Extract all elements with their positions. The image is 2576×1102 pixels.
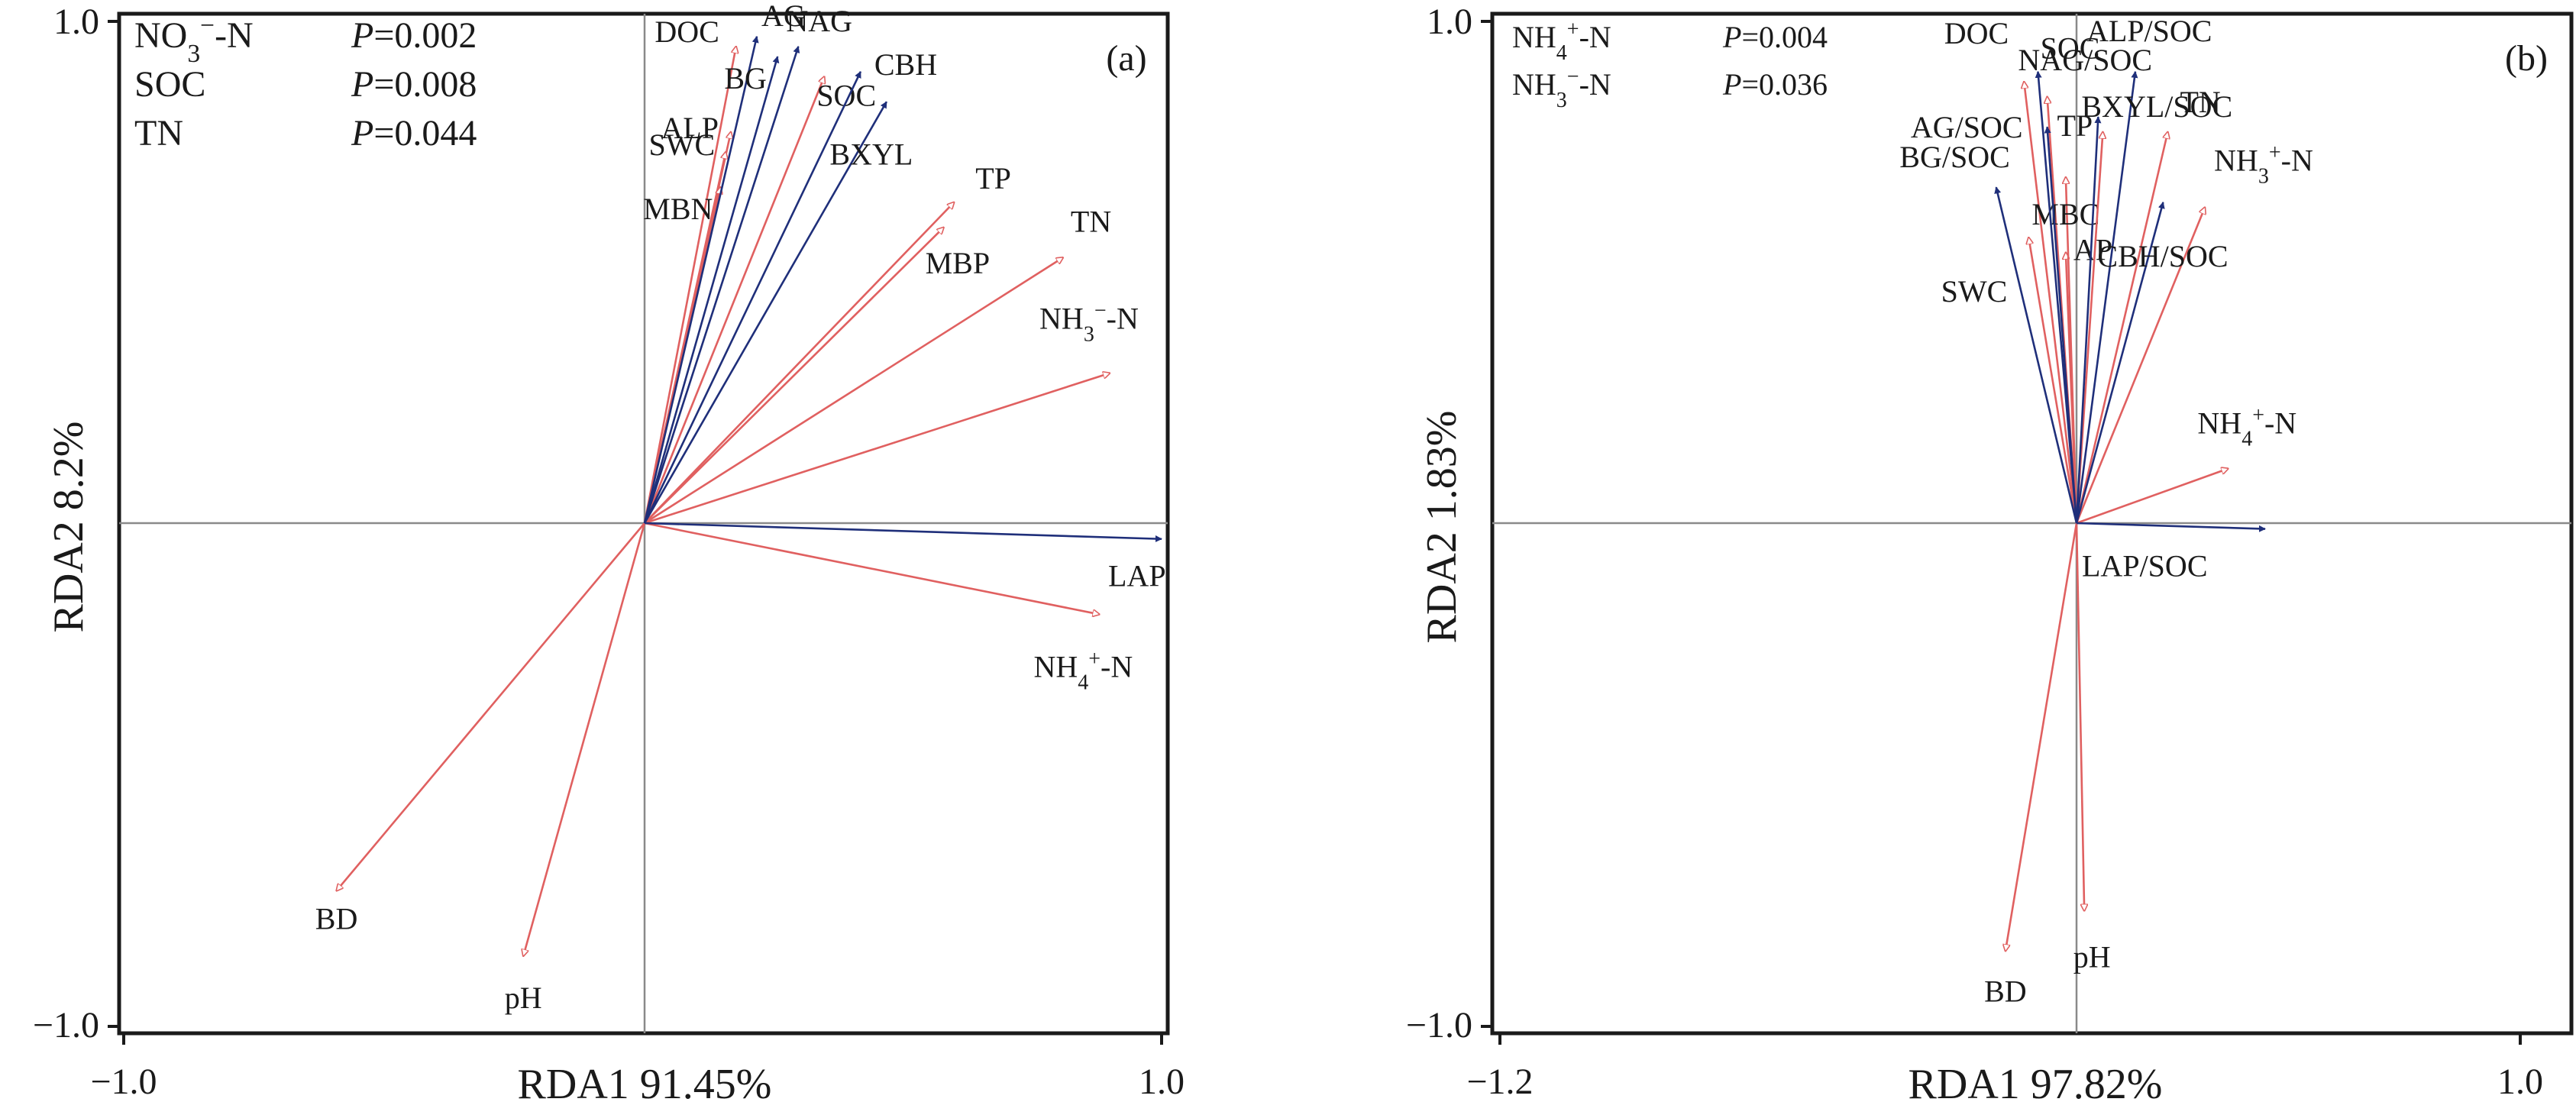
panel-b-enzyme-label-alp-per-soc: ALP/SOC	[2086, 14, 2212, 48]
panel-a-stat-variable-no3minus-n: NO3−-N	[134, 11, 254, 68]
panel-b-env-vector-doc	[2024, 82, 2078, 524]
panel-a-env-vector-nh4plus-n	[644, 522, 1099, 614]
panel-a-env-vector-tn	[644, 257, 1063, 525]
panel-a-stat-p-tn: P=0.044	[351, 113, 477, 154]
panel-b-ytick-label-bottom: −1.0	[1406, 1005, 1472, 1045]
panel-a-enzyme-label-ag: AG	[761, 0, 806, 33]
panel-b-env-vector-nh4plus-n	[2076, 469, 2228, 525]
panel-a-env-label-mbp: MBP	[926, 246, 991, 280]
panel-a-env-label-nh3minus-n: NH3−-N	[1039, 299, 1139, 346]
panel-b-stat-variable-nh3minus-n: NH3−-N	[1512, 65, 1611, 112]
panel-b-x-axis-title: RDA1 97.82%	[1909, 1061, 2163, 1102]
panel-a-env-label-doc: DOC	[655, 15, 719, 49]
panel-b-enzyme-vector-alp-per-soc	[2075, 70, 2138, 524]
panel-b-env-vector-nh3plus-n	[2075, 207, 2205, 524]
panel-b-stat-variable-nh4plus-n: NH4+-N	[1512, 18, 1611, 65]
panel-a-enzyme-vector-nag	[643, 46, 800, 524]
panel-b-y-axis-title: RDA2 1.83%	[1418, 411, 1466, 644]
panel-b-env-label-tn: TN	[2180, 85, 2220, 119]
panel-b-env-vector-bd	[2006, 522, 2078, 951]
panel-a-enzyme-label-bxyl: BXYL	[829, 137, 913, 171]
panel-b-enzyme-label-cbh-per-soc: CBH/SOC	[2097, 239, 2228, 273]
panel-b-env-label-doc: DOC	[1944, 16, 2009, 50]
panel-b-label: (b)	[2505, 38, 2548, 79]
panel-a-env-label-alp: ALP	[661, 111, 719, 145]
panel-a: −1.0 1.0 1.0 −1.0 RDA1 91.45% RDA2 8.2% …	[33, 0, 1185, 1102]
panel-b-ytick-label-top: 1.0	[1427, 2, 1472, 42]
panel-b-enzyme-label-nag-per-soc: NAG/SOC	[2018, 43, 2152, 77]
panel-b-env-label-tp: TP	[2057, 108, 2093, 143]
panel-a-env-vector-soc	[643, 76, 824, 524]
panel-a-enzyme-label-cbh: CBH	[874, 47, 937, 82]
panel-a-env-label-swc: SWC	[649, 128, 716, 162]
panel-b-enzyme-label-bg-per-soc: BG/SOC	[1899, 140, 2010, 174]
panel-a-enzyme-label-lap: LAP	[1108, 559, 1166, 593]
panel-a-stat-variable-tn: TN	[134, 113, 183, 154]
panel-b-enzyme-label-lap-per-soc: LAP/SOC	[2082, 549, 2208, 583]
panel-b-env-label-bd: BD	[1984, 974, 2027, 1008]
panel-a-stat-p-soc: P=0.008	[351, 64, 477, 105]
panel-b-env-label-nh3plus-n: NH3+-N	[2214, 141, 2313, 188]
panel-a-env-label-mbn: MBN	[643, 192, 713, 226]
panel-b-stat-p-nh3minus-n: P=0.036	[1722, 67, 1828, 102]
panel-a-xtick-label-left: −1.0	[90, 1062, 157, 1102]
panel-b-enzyme-label-ag-per-soc: AG/SOC	[1911, 110, 2023, 144]
panel-b-enzyme-vector-nag-per-soc	[2035, 70, 2078, 524]
panel-b-env-label-ph: pH	[2073, 940, 2111, 974]
panel-b-stat-p-nh4plus-n: P=0.004	[1722, 20, 1828, 54]
panel-a-enzyme-label-bg: BG	[724, 61, 767, 95]
panel-a-env-vector-doc	[643, 47, 736, 524]
panel-b-env-vector-swc	[2028, 238, 2078, 524]
panel-a-env-vector-mbp	[644, 228, 944, 524]
panel-a-xtick-label-right: 1.0	[1139, 1062, 1185, 1102]
panel-a-env-vector-tp	[644, 202, 954, 524]
panel-a-env-label-tp: TP	[975, 161, 1011, 196]
panel-a-ytick-label-top: 1.0	[53, 2, 99, 42]
panel-b-xtick-label-left: −1.2	[1466, 1062, 1533, 1102]
panel-a-env-vector-ph	[523, 522, 646, 956]
panel-a-env-label-soc: SOC	[816, 78, 876, 112]
panel-b-env-label-swc: SWC	[1941, 274, 2008, 309]
panel-a-stat-variable-soc: SOC	[134, 64, 205, 105]
panel-a-enzyme-vector-cbh	[643, 70, 862, 524]
panel-a-y-axis-title: RDA2 8.2%	[45, 422, 92, 633]
panel-b-enzyme-label-bxyl-per-soc: BXYL/SOC	[2081, 89, 2232, 124]
panel-b-env-label-nh4plus-n: NH4+-N	[2197, 403, 2296, 451]
panel-b-enzyme-vector-lap-per-soc	[2076, 522, 2266, 532]
panel-a-env-label-tn: TN	[1071, 204, 1111, 238]
panel-a-x-axis-title: RDA1 91.45%	[518, 1061, 772, 1102]
panel-b: −1.2 1.0 1.0 −1.0 RDA1 97.82% RDA2 1.83%…	[1406, 2, 2574, 1102]
panel-b-env-vector-tn	[2075, 132, 2167, 524]
panel-a-enzyme-vector-ag	[643, 35, 759, 524]
panel-a-stat-p-no3minus-n: P=0.002	[351, 15, 477, 56]
panel-b-xtick-label-right: 1.0	[2497, 1062, 2543, 1102]
panel-a-env-label-nh4plus-n: NH4+-N	[1033, 647, 1133, 694]
panel-b-env-vector-ph	[2075, 522, 2084, 911]
panel-a-env-vector-bd	[337, 522, 645, 890]
panel-b-enzyme-vector-cbh-per-soc	[2075, 202, 2165, 524]
panel-a-env-label-ph: pH	[505, 981, 542, 1015]
panel-a-enzyme-vector-lap	[644, 522, 1162, 542]
panel-a-enzyme-vector-bxyl	[643, 101, 887, 524]
panel-a-enzyme-label-nag: NAG	[786, 4, 852, 38]
panel-b-env-label-mbc: MBC	[2031, 197, 2099, 231]
panel-b-significance-table: NH4+-N P=0.004 NH3−-N P=0.036	[1512, 18, 1828, 112]
panel-a-ytick-label-bottom: −1.0	[33, 1005, 99, 1045]
panel-b-env-label-ap: AP	[2073, 233, 2112, 267]
panel-a-env-vector-nh3minus-n	[644, 373, 1110, 525]
panel-a-significance-table: NO3−-N P=0.002 SOC P=0.008 TN P=0.044	[134, 11, 477, 154]
panel-b-enzyme-vector-bxyl-per-soc	[2075, 116, 2102, 524]
panel-b-enzyme-vector-bg-per-soc	[1994, 186, 2078, 524]
panel-a-enzyme-vector-bg	[643, 56, 780, 524]
panel-b-env-vector-mbc	[2066, 177, 2078, 524]
panel-b-ticks	[1481, 20, 2522, 1045]
panel-b-env-label-soc: SOC	[2041, 31, 2100, 66]
panel-a-label: (a)	[1106, 38, 1146, 79]
panel-a-env-label-bd: BD	[315, 901, 358, 936]
panel-a-ticks	[108, 20, 1163, 1045]
